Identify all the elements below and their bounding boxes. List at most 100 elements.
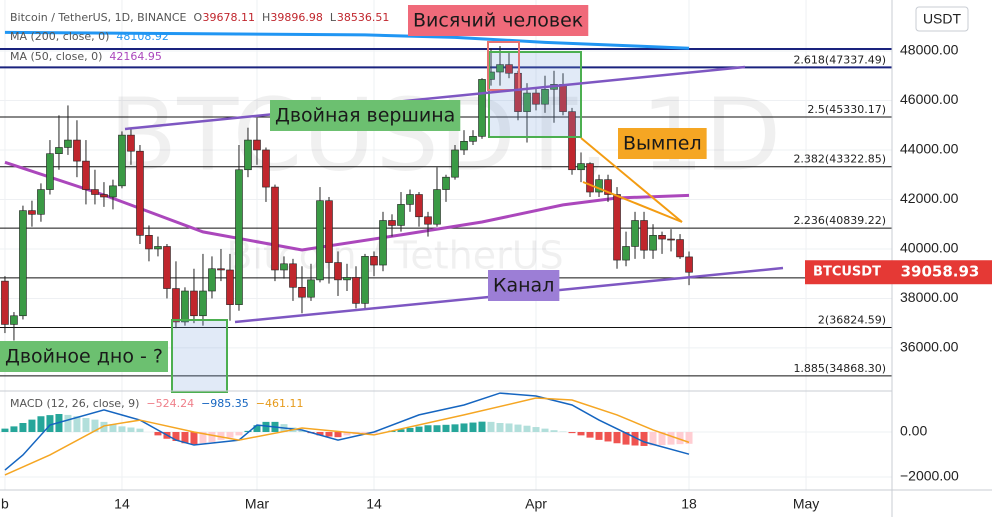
histogram-bar xyxy=(172,432,180,441)
candle-body xyxy=(433,189,441,225)
candle-body xyxy=(37,189,45,215)
histogram-bar xyxy=(190,432,198,445)
histogram-bar xyxy=(433,425,441,433)
candle-body xyxy=(667,238,675,241)
histogram-bar xyxy=(343,432,351,436)
legend-label: MACD (12, 26, close, 9) xyxy=(10,397,139,410)
candle-body xyxy=(199,290,207,317)
histogram-bar xyxy=(262,421,270,433)
histogram-bar xyxy=(622,432,630,445)
histogram-bar xyxy=(541,428,549,433)
histogram-bar xyxy=(109,424,117,433)
candle-body xyxy=(523,92,531,112)
y-tick-label: 0.00 xyxy=(900,423,927,439)
plot-layer: 2.618(47337.49) 2.5(45330.17) 2.382(43322.… xyxy=(0,30,892,476)
annotation-box xyxy=(0,341,168,372)
x-tick-label: May xyxy=(793,496,819,512)
legend-label: MA (200, close, 0) xyxy=(10,30,109,43)
y-tick-label: 38000.00 xyxy=(900,289,959,305)
y-tick-label: 48000.00 xyxy=(900,42,959,58)
fib-label: 2.236(40839.22) xyxy=(793,214,886,227)
candle-body xyxy=(1,280,9,325)
legend-value: −985.35 xyxy=(201,397,249,410)
histogram-bar xyxy=(1,428,9,433)
candle-body xyxy=(568,111,576,171)
annotation-box xyxy=(270,100,461,131)
histogram-bar xyxy=(604,432,612,442)
histogram-bar xyxy=(649,432,657,446)
y-tick-label: 40000.00 xyxy=(900,240,959,256)
candle-body xyxy=(235,169,243,305)
candle-body xyxy=(388,220,396,226)
histogram-bar xyxy=(568,432,576,434)
y-tick-label: 46000.00 xyxy=(900,91,959,107)
histogram-bar xyxy=(199,432,207,444)
candle-body xyxy=(361,256,369,304)
histogram-bar xyxy=(496,423,504,433)
histogram-bar xyxy=(361,432,369,434)
histogram-bar xyxy=(586,432,594,438)
candle-body xyxy=(271,186,279,271)
ohlc-prefix: O xyxy=(194,11,203,24)
x-tick-label: Apr xyxy=(525,496,547,512)
moving-average xyxy=(4,30,690,50)
histogram-bar xyxy=(226,432,234,438)
histogram-bar xyxy=(550,430,558,433)
fib-label: 2.618(47337.49) xyxy=(793,53,886,66)
candle-body xyxy=(496,64,504,73)
histogram-bar xyxy=(46,415,54,433)
candle-body xyxy=(334,262,342,281)
ohlc-value: 39896.98 xyxy=(270,11,323,24)
fib-label: 1.885(34868.30) xyxy=(793,362,886,375)
histogram-bar xyxy=(532,427,540,433)
candle-body xyxy=(370,256,378,266)
histogram-bar xyxy=(19,423,27,433)
histogram-bar xyxy=(64,414,72,433)
x-tick-label: 18 xyxy=(681,496,697,512)
legend-value: −461.11 xyxy=(256,397,304,410)
histogram-bar xyxy=(613,432,621,444)
y-tick-label: −2000.00 xyxy=(900,468,959,484)
annotation-text: Канал xyxy=(493,275,554,297)
histogram-bar xyxy=(487,421,495,433)
channel-upper xyxy=(124,65,746,131)
histogram-bar xyxy=(181,432,189,444)
x-tick-label: 14 xyxy=(114,496,130,512)
candle-body xyxy=(64,139,72,148)
histogram-bar xyxy=(28,419,36,433)
histogram-bar xyxy=(523,425,531,433)
candle-body xyxy=(424,216,432,225)
histogram-bar xyxy=(154,432,162,436)
candle-body xyxy=(469,136,477,142)
candle-body xyxy=(226,269,234,305)
candle-body xyxy=(595,179,603,193)
fib-label: 2(36824.59) xyxy=(818,314,886,327)
histogram-bar xyxy=(397,429,405,433)
candle-body xyxy=(100,194,108,198)
histogram-bar xyxy=(235,432,243,436)
histogram-bar xyxy=(469,422,477,433)
legend-value: 42164.95 xyxy=(109,50,162,63)
x-tick-label: Mar xyxy=(245,496,269,512)
candle-body xyxy=(343,277,351,281)
candle-body xyxy=(208,268,216,292)
price-tag-symbol: BTCUSDT xyxy=(813,265,881,280)
candle-body xyxy=(658,235,666,240)
annotation-text: Двойное дно - ? xyxy=(5,346,163,368)
candle-body xyxy=(289,263,297,288)
histogram-bar xyxy=(253,425,261,433)
annotation-text: Висячий человек xyxy=(413,10,583,32)
histogram-bar xyxy=(406,427,414,433)
candle-body xyxy=(46,153,54,190)
candle-body xyxy=(280,263,288,271)
candle-body xyxy=(55,147,63,154)
candle-body xyxy=(253,139,261,151)
x-tick-label: b xyxy=(1,496,9,512)
candle-body xyxy=(460,141,468,151)
signal-line xyxy=(4,397,690,476)
ohlc-prefix: H xyxy=(262,11,270,24)
candle-body xyxy=(163,246,171,289)
histogram-bar xyxy=(217,432,225,440)
price-tag-value: 39058.93 xyxy=(901,263,980,281)
histogram-bar xyxy=(82,418,90,433)
